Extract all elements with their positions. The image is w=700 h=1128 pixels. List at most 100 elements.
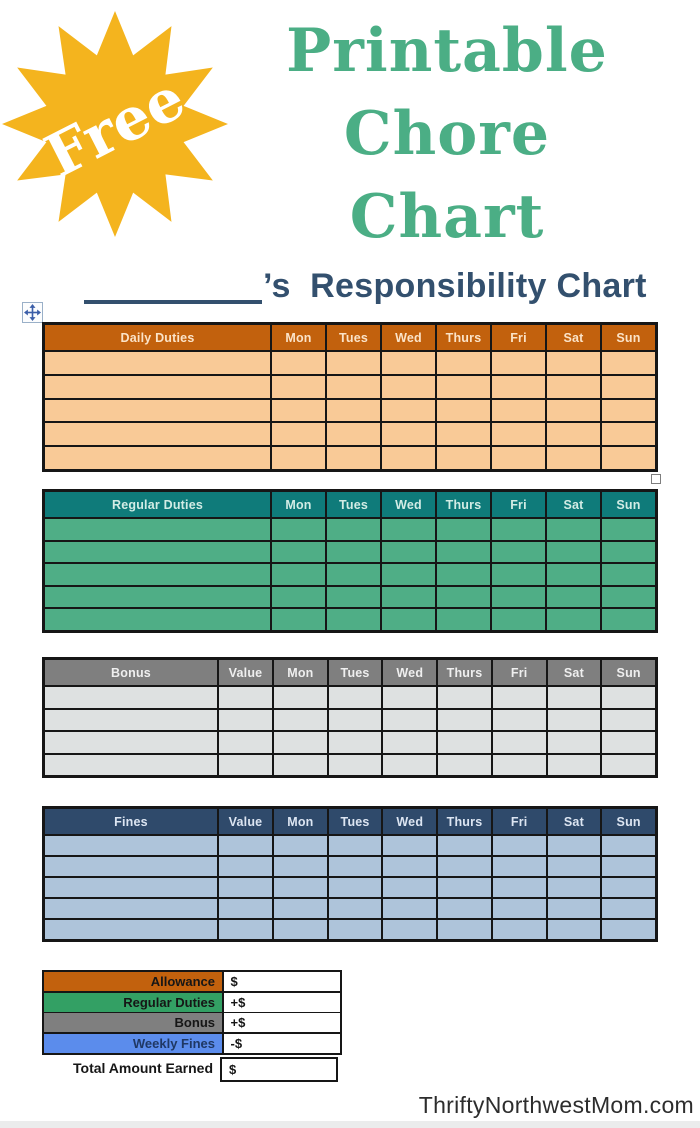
- table-cell[interactable]: [327, 447, 380, 469]
- table-cell[interactable]: [45, 541, 270, 563]
- table-cell[interactable]: [45, 375, 270, 398]
- table-cell[interactable]: [383, 878, 437, 897]
- table-cell[interactable]: [602, 754, 655, 775]
- table-cell[interactable]: [547, 754, 601, 775]
- table-cell[interactable]: [45, 423, 270, 446]
- table-cell[interactable]: [383, 857, 437, 876]
- table-cell[interactable]: [383, 732, 437, 753]
- table-cell[interactable]: [492, 541, 545, 563]
- table-cell[interactable]: [45, 447, 270, 469]
- table-cell[interactable]: [547, 423, 600, 446]
- table-cell[interactable]: [45, 399, 270, 422]
- table-cell[interactable]: [45, 920, 217, 939]
- table-cell[interactable]: [328, 836, 382, 855]
- table-cell[interactable]: [327, 399, 380, 422]
- table-cell[interactable]: [327, 519, 380, 540]
- table-cell[interactable]: [274, 754, 327, 775]
- table-cell[interactable]: [382, 399, 435, 422]
- table-cell[interactable]: [274, 878, 327, 897]
- table-cell[interactable]: [547, 399, 600, 422]
- table-cell[interactable]: [219, 836, 272, 855]
- table-cell[interactable]: [45, 586, 270, 608]
- table-cell[interactable]: [328, 732, 382, 753]
- table-cell[interactable]: [45, 899, 217, 918]
- table-cell[interactable]: [492, 754, 546, 775]
- table-cell[interactable]: [438, 709, 491, 730]
- table-cell[interactable]: [437, 447, 490, 469]
- table-cell[interactable]: [602, 375, 655, 398]
- table-cell[interactable]: [382, 519, 435, 540]
- table-cell[interactable]: [328, 687, 382, 708]
- table-cell[interactable]: [602, 586, 655, 608]
- table-cell[interactable]: [547, 375, 600, 398]
- total-earned-value-cell[interactable]: $: [220, 1057, 338, 1082]
- table-cell[interactable]: [274, 687, 327, 708]
- table-cell[interactable]: [45, 754, 217, 775]
- table-cell[interactable]: [547, 857, 601, 876]
- table-cell[interactable]: [219, 857, 272, 876]
- table-cell[interactable]: [328, 899, 382, 918]
- table-cell[interactable]: [547, 687, 601, 708]
- table-cell[interactable]: [382, 541, 435, 563]
- table-cell[interactable]: [45, 609, 270, 630]
- table-cell[interactable]: [602, 519, 655, 540]
- summary-value-cell[interactable]: -$: [223, 1033, 340, 1053]
- table-cell[interactable]: [602, 423, 655, 446]
- table-cell[interactable]: [45, 564, 270, 585]
- table-cell[interactable]: [437, 352, 490, 374]
- table-cell[interactable]: [274, 709, 327, 730]
- table-cell[interactable]: [328, 878, 382, 897]
- table-cell[interactable]: [382, 586, 435, 608]
- table-cell[interactable]: [45, 519, 270, 540]
- table-cell[interactable]: [547, 352, 600, 374]
- table-cell[interactable]: [328, 857, 382, 876]
- table-cell[interactable]: [272, 564, 325, 585]
- summary-value-cell[interactable]: +$: [223, 1013, 340, 1032]
- table-cell[interactable]: [438, 732, 491, 753]
- table-cell[interactable]: [437, 609, 490, 630]
- table-cell[interactable]: [547, 564, 600, 585]
- table-cell[interactable]: [437, 423, 490, 446]
- table-cell[interactable]: [602, 447, 655, 469]
- table-cell[interactable]: [492, 352, 545, 374]
- table-cell[interactable]: [382, 375, 435, 398]
- table-cell[interactable]: [45, 732, 217, 753]
- table-cell[interactable]: [274, 857, 327, 876]
- table-cell[interactable]: [327, 423, 380, 446]
- table-cell[interactable]: [272, 399, 325, 422]
- table-cell[interactable]: [437, 519, 490, 540]
- table-cell[interactable]: [602, 920, 655, 939]
- table-cell[interactable]: [547, 709, 601, 730]
- table-cell[interactable]: [602, 687, 655, 708]
- table-cell[interactable]: [382, 352, 435, 374]
- table-cell[interactable]: [382, 423, 435, 446]
- table-cell[interactable]: [547, 541, 600, 563]
- table-cell[interactable]: [383, 836, 437, 855]
- table-cell[interactable]: [492, 920, 546, 939]
- table-cell[interactable]: [382, 447, 435, 469]
- table-cell[interactable]: [437, 399, 490, 422]
- table-cell[interactable]: [437, 586, 490, 608]
- table-cell[interactable]: [272, 375, 325, 398]
- table-cell[interactable]: [492, 564, 545, 585]
- table-cell[interactable]: [492, 899, 546, 918]
- table-cell[interactable]: [272, 586, 325, 608]
- table-cell[interactable]: [492, 609, 545, 630]
- table-move-handle[interactable]: [22, 302, 43, 323]
- table-cell[interactable]: [602, 399, 655, 422]
- table-cell[interactable]: [219, 754, 272, 775]
- table-cell[interactable]: [437, 564, 490, 585]
- table-cell[interactable]: [327, 609, 380, 630]
- table-cell[interactable]: [219, 920, 272, 939]
- table-cell[interactable]: [492, 836, 546, 855]
- table-cell[interactable]: [547, 519, 600, 540]
- table-cell[interactable]: [382, 609, 435, 630]
- table-cell[interactable]: [382, 564, 435, 585]
- table-cell[interactable]: [547, 447, 600, 469]
- table-cell[interactable]: [272, 447, 325, 469]
- table-resize-handle[interactable]: [651, 474, 661, 484]
- table-cell[interactable]: [328, 754, 382, 775]
- table-cell[interactable]: [438, 899, 491, 918]
- table-cell[interactable]: [383, 899, 437, 918]
- table-cell[interactable]: [492, 399, 545, 422]
